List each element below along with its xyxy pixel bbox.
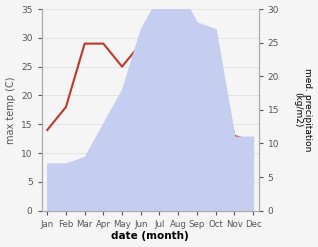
Y-axis label: max temp (C): max temp (C): [5, 76, 16, 144]
Y-axis label: med. precipitation
(kg/m2): med. precipitation (kg/m2): [293, 68, 313, 152]
X-axis label: date (month): date (month): [111, 231, 189, 242]
